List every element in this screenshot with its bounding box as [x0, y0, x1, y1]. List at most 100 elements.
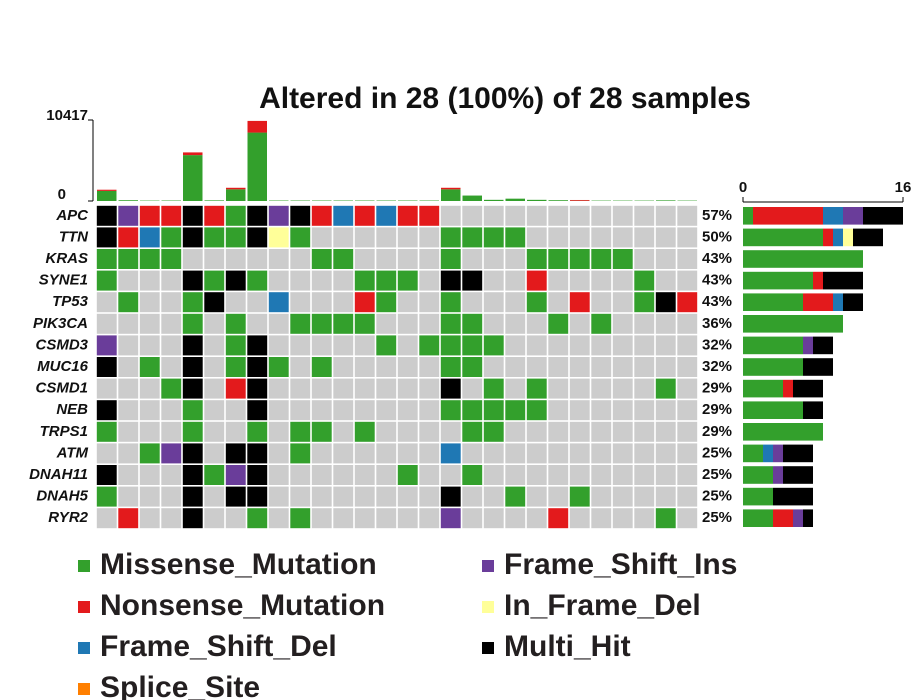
percent-label: 50% [702, 228, 732, 245]
cell [118, 443, 139, 464]
cell [354, 249, 375, 269]
cell [612, 270, 633, 291]
cell [247, 205, 268, 226]
cell [634, 378, 655, 399]
cell [634, 313, 655, 334]
cell [268, 292, 289, 313]
cell [290, 486, 311, 507]
cell [612, 292, 633, 313]
cell [204, 227, 225, 248]
cell [569, 270, 590, 291]
cell [677, 357, 698, 377]
cell [376, 249, 397, 269]
cell [440, 227, 461, 248]
cell [612, 313, 633, 334]
cell [634, 205, 655, 226]
cell [204, 205, 225, 226]
cell [247, 270, 268, 291]
cell [118, 486, 139, 507]
cell [655, 292, 676, 313]
cell [462, 465, 483, 485]
cell [569, 465, 590, 485]
cell [591, 400, 612, 421]
cell [677, 313, 698, 334]
cell [268, 249, 289, 269]
cell [376, 421, 397, 442]
cell [612, 400, 633, 421]
sample-bar [548, 200, 568, 201]
cell [204, 486, 225, 507]
cell [290, 335, 311, 356]
cell [376, 508, 397, 529]
cell [268, 486, 289, 507]
sample-bar [527, 199, 547, 201]
cell [311, 508, 332, 529]
cell [677, 421, 698, 442]
cell [440, 205, 461, 226]
cell [419, 227, 440, 248]
cell [225, 270, 246, 291]
sample-bar [247, 132, 267, 201]
gene-bar [843, 293, 863, 311]
cell [505, 205, 526, 226]
legend-label: Multi_Hit [504, 630, 631, 663]
cell [118, 421, 139, 442]
cell [505, 400, 526, 421]
cell [311, 270, 332, 291]
cell [483, 313, 504, 334]
cell [268, 205, 289, 226]
cell [505, 508, 526, 529]
cell [139, 205, 160, 226]
cell [612, 357, 633, 377]
cell [655, 378, 676, 399]
cell [118, 378, 139, 399]
cell [655, 508, 676, 529]
legend-swatch [78, 560, 90, 572]
y-tick-label: 0 [58, 186, 66, 203]
cell [505, 465, 526, 485]
cell [268, 227, 289, 248]
chart-title: Altered in 28 (100%) of 28 samples [259, 82, 751, 115]
cell [397, 378, 418, 399]
cell [118, 508, 139, 529]
cell [419, 313, 440, 334]
cell [354, 335, 375, 356]
cell [655, 443, 676, 464]
percent-label: 43% [702, 293, 732, 310]
cell [526, 227, 547, 248]
cell [333, 486, 354, 507]
cell [569, 421, 590, 442]
percent-label: 25% [702, 444, 732, 461]
cell [225, 292, 246, 313]
cell [247, 378, 268, 399]
cell [591, 249, 612, 269]
cell [462, 443, 483, 464]
cell [526, 357, 547, 377]
gene-bar [803, 336, 813, 355]
cell [161, 421, 182, 442]
sample-bar [656, 200, 676, 201]
cell [569, 292, 590, 313]
gene-bar [803, 293, 833, 311]
cell [462, 335, 483, 356]
cell [268, 508, 289, 529]
gene-bar [823, 228, 833, 247]
cell [634, 443, 655, 464]
cell [290, 508, 311, 529]
gene-bar [743, 293, 803, 311]
cell [526, 486, 547, 507]
gene-bar [803, 509, 813, 527]
cell [311, 465, 332, 485]
gene-bar [743, 487, 773, 506]
cell [204, 249, 225, 269]
cell [526, 421, 547, 442]
percent-label: 43% [702, 272, 732, 289]
cell [333, 378, 354, 399]
cell [96, 292, 117, 313]
cell [139, 227, 160, 248]
cell [118, 357, 139, 377]
cell [569, 227, 590, 248]
sample-bar [226, 187, 246, 190]
cell [247, 400, 268, 421]
cell [505, 378, 526, 399]
